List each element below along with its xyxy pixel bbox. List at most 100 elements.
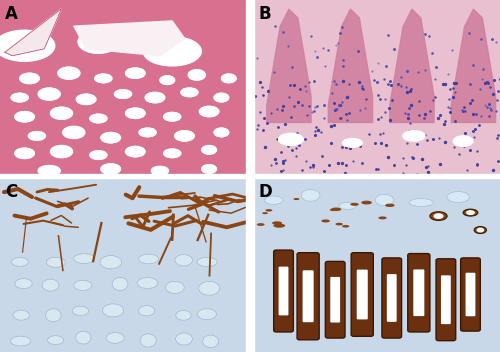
Ellipse shape (12, 258, 28, 266)
Text: C: C (5, 183, 17, 201)
Ellipse shape (78, 30, 119, 54)
Ellipse shape (202, 146, 216, 154)
Ellipse shape (454, 136, 473, 146)
Ellipse shape (166, 281, 184, 294)
Ellipse shape (137, 278, 158, 289)
Ellipse shape (330, 209, 337, 211)
Ellipse shape (342, 139, 362, 147)
FancyBboxPatch shape (302, 270, 314, 322)
Ellipse shape (38, 88, 60, 100)
Ellipse shape (188, 70, 205, 80)
Ellipse shape (175, 131, 194, 141)
FancyBboxPatch shape (297, 253, 319, 340)
FancyBboxPatch shape (274, 250, 293, 332)
Ellipse shape (447, 191, 469, 202)
Ellipse shape (222, 74, 236, 83)
Ellipse shape (188, 70, 206, 80)
Ellipse shape (174, 131, 195, 141)
Ellipse shape (20, 73, 40, 84)
Ellipse shape (181, 88, 198, 96)
Ellipse shape (342, 225, 349, 228)
Ellipse shape (90, 151, 106, 159)
Ellipse shape (430, 212, 447, 220)
Ellipse shape (13, 310, 30, 320)
Ellipse shape (463, 209, 478, 216)
Ellipse shape (385, 204, 394, 207)
Ellipse shape (51, 146, 72, 157)
Ellipse shape (164, 149, 180, 157)
Ellipse shape (200, 107, 218, 117)
Ellipse shape (76, 94, 96, 105)
Ellipse shape (76, 331, 91, 344)
Ellipse shape (62, 126, 85, 139)
Ellipse shape (20, 74, 39, 83)
Ellipse shape (160, 76, 174, 84)
Ellipse shape (264, 196, 283, 205)
Ellipse shape (50, 145, 72, 158)
Ellipse shape (198, 309, 216, 320)
Ellipse shape (0, 30, 54, 61)
Ellipse shape (175, 254, 192, 266)
Ellipse shape (274, 224, 285, 228)
Ellipse shape (222, 74, 236, 83)
FancyBboxPatch shape (326, 262, 345, 338)
Ellipse shape (294, 198, 300, 200)
Ellipse shape (42, 279, 59, 291)
Ellipse shape (139, 128, 156, 137)
Ellipse shape (11, 93, 28, 102)
Ellipse shape (140, 128, 156, 137)
FancyBboxPatch shape (414, 269, 424, 316)
Ellipse shape (322, 219, 330, 222)
Polygon shape (5, 9, 62, 56)
Ellipse shape (126, 108, 144, 118)
Ellipse shape (102, 164, 120, 174)
Ellipse shape (339, 202, 356, 209)
Ellipse shape (77, 94, 96, 104)
Ellipse shape (409, 199, 434, 207)
Ellipse shape (12, 93, 28, 102)
FancyBboxPatch shape (382, 258, 402, 338)
Ellipse shape (262, 212, 268, 214)
Ellipse shape (64, 127, 84, 138)
FancyBboxPatch shape (466, 273, 475, 316)
Ellipse shape (164, 113, 180, 121)
Text: D: D (259, 183, 272, 201)
Ellipse shape (467, 211, 474, 214)
FancyBboxPatch shape (351, 253, 374, 336)
Ellipse shape (278, 133, 303, 145)
Ellipse shape (200, 106, 219, 117)
Ellipse shape (181, 88, 198, 97)
Ellipse shape (16, 112, 34, 122)
Ellipse shape (375, 194, 394, 206)
Ellipse shape (126, 147, 144, 157)
Ellipse shape (74, 254, 94, 264)
Ellipse shape (257, 223, 264, 226)
Ellipse shape (94, 74, 112, 83)
Ellipse shape (350, 203, 358, 206)
Ellipse shape (114, 90, 132, 99)
Ellipse shape (90, 114, 107, 123)
Ellipse shape (58, 67, 80, 79)
Ellipse shape (28, 132, 45, 140)
Ellipse shape (176, 333, 192, 345)
Ellipse shape (378, 216, 386, 219)
Ellipse shape (434, 214, 443, 218)
Ellipse shape (15, 148, 34, 158)
Ellipse shape (336, 223, 343, 225)
Ellipse shape (202, 335, 218, 347)
Ellipse shape (138, 306, 154, 316)
Ellipse shape (38, 165, 60, 176)
FancyBboxPatch shape (330, 277, 340, 322)
Ellipse shape (126, 68, 145, 78)
Ellipse shape (115, 90, 131, 98)
Ellipse shape (50, 107, 72, 119)
Text: B: B (259, 5, 272, 23)
Ellipse shape (362, 201, 372, 205)
Ellipse shape (101, 164, 120, 174)
Ellipse shape (48, 336, 64, 345)
FancyBboxPatch shape (441, 275, 451, 324)
Ellipse shape (112, 277, 128, 291)
FancyBboxPatch shape (436, 259, 456, 341)
Ellipse shape (152, 166, 168, 175)
Ellipse shape (301, 190, 320, 201)
